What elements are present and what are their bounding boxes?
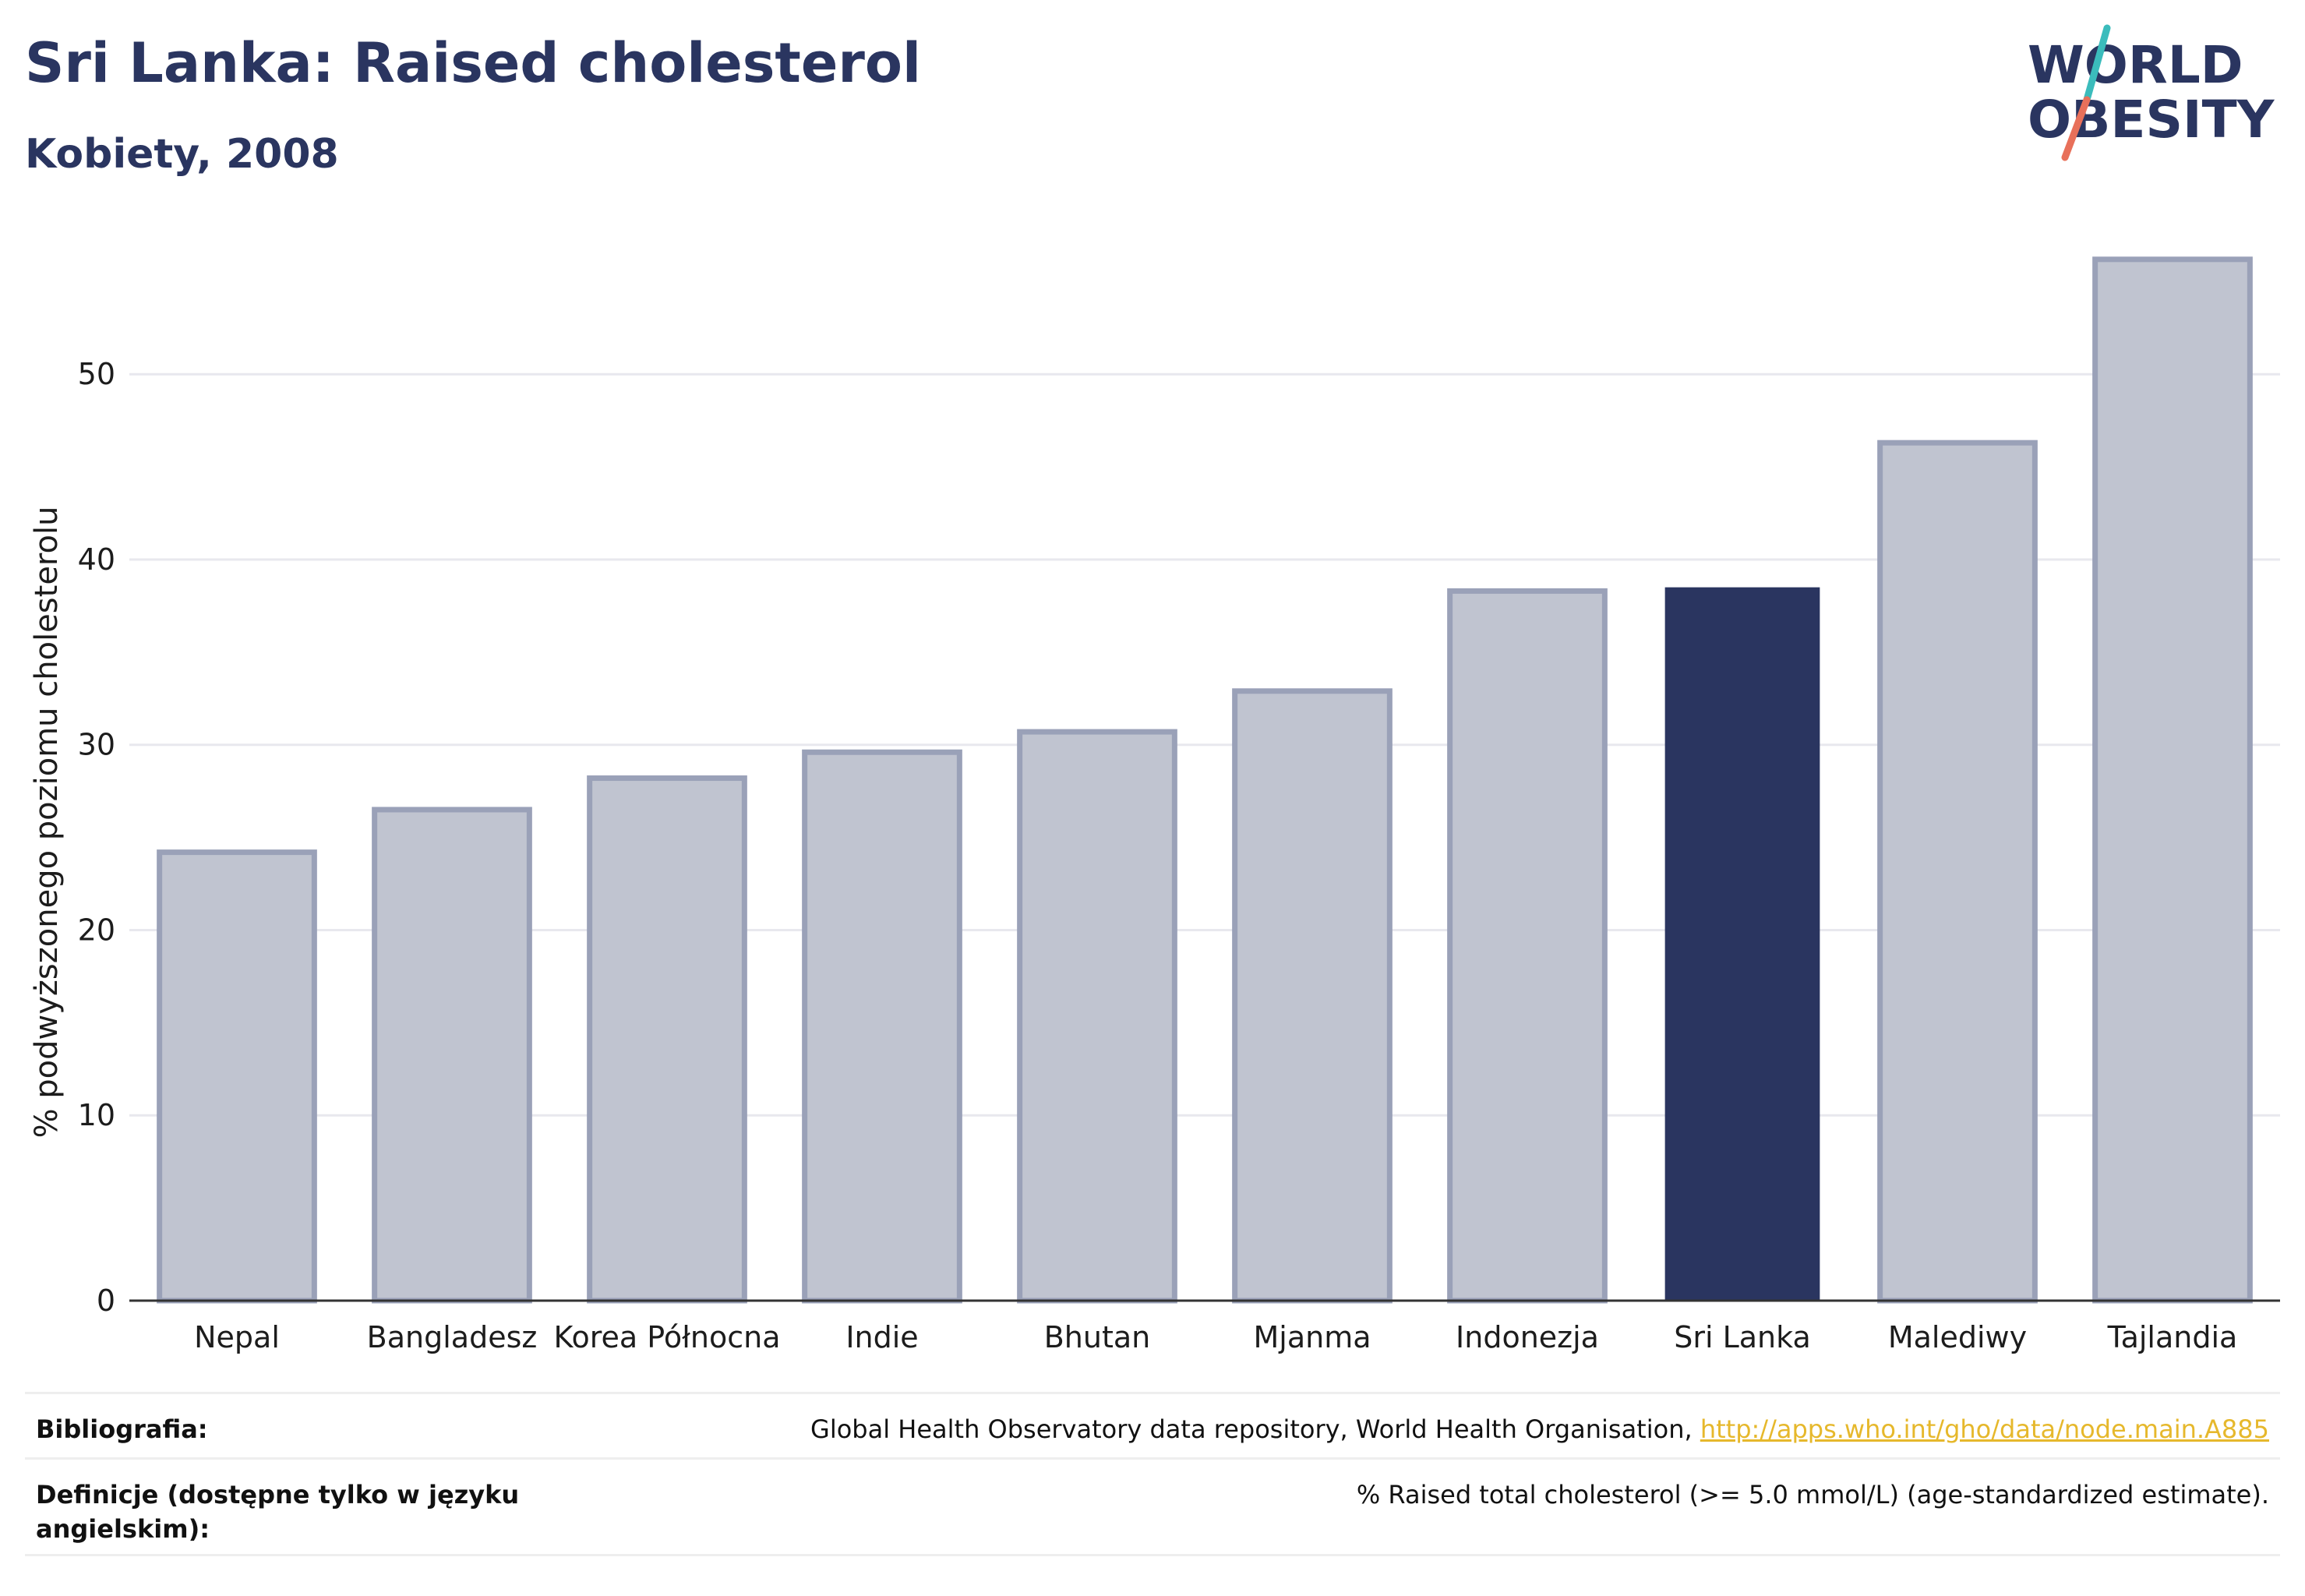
bar	[1232, 688, 1393, 1304]
y-tick-label: 40	[78, 542, 115, 577]
y-tick-label: 20	[78, 913, 115, 947]
chart-title: Sri Lanka: Raised cholesterol	[25, 31, 921, 95]
definition-label-line2: angielskim):	[36, 1514, 210, 1544]
source-label: Bibliografia:	[36, 1414, 208, 1444]
bar	[2092, 256, 2253, 1304]
world-obesity-logo: WORLD OBESITY	[2028, 24, 2275, 161]
bar	[157, 849, 317, 1304]
x-tick-label: Bhutan	[1044, 1320, 1151, 1354]
chart-subtitle: Kobiety, 2008	[25, 131, 339, 178]
bar	[1877, 440, 2038, 1304]
definition-value: % Raised total cholesterol (>= 5.0 mmol/…	[1356, 1480, 2269, 1509]
x-tick-label: Mjanma	[1253, 1320, 1371, 1354]
bar	[587, 775, 747, 1304]
logo-text-world: WORLD	[2028, 35, 2243, 95]
bar	[1664, 587, 1820, 1301]
x-tick-label: Nepal	[194, 1320, 280, 1354]
x-tick-label: Bangladesz	[367, 1320, 538, 1354]
y-tick-label: 50	[78, 357, 115, 391]
logo-slash-coral	[2061, 96, 2091, 161]
x-tick-label: Korea Północna	[553, 1320, 780, 1354]
y-tick-label: 10	[78, 1098, 115, 1132]
bar	[802, 749, 962, 1304]
source-value: Global Health Observatory data repositor…	[810, 1412, 2269, 1446]
x-tick-label: Tajlandia	[2107, 1320, 2238, 1354]
footer-divider-bottom	[25, 1554, 2280, 1556]
source-link[interactable]: http://apps.who.int/gho/data/node.main.A…	[1700, 1414, 2269, 1444]
source-text: Global Health Observatory data repositor…	[810, 1414, 1700, 1444]
x-tick-label: Indie	[845, 1320, 918, 1354]
bar	[1447, 588, 1608, 1304]
x-tick-label: Indonezja	[1456, 1320, 1599, 1354]
bar	[372, 807, 532, 1304]
definition-label-line1: Definicje (dostępne tylko w języku	[36, 1480, 520, 1509]
x-tick-label: Malediwy	[1888, 1320, 2027, 1354]
y-tick-label: 0	[97, 1284, 115, 1318]
y-tick-label: 30	[78, 728, 115, 762]
bar-chart: 0 10 20 30 40 50 Nepal Bangladesz Korea Północna…	[78, 256, 2280, 1354]
definition-label: Definicje (dostępne tylko w języku angie…	[36, 1478, 519, 1546]
footer-divider-top	[25, 1392, 2280, 1394]
bar	[1017, 729, 1177, 1304]
footer-divider-middle	[25, 1457, 2280, 1460]
x-tick-label: Sri Lanka	[1674, 1320, 1811, 1354]
logo-slash-teal	[2083, 24, 2111, 104]
